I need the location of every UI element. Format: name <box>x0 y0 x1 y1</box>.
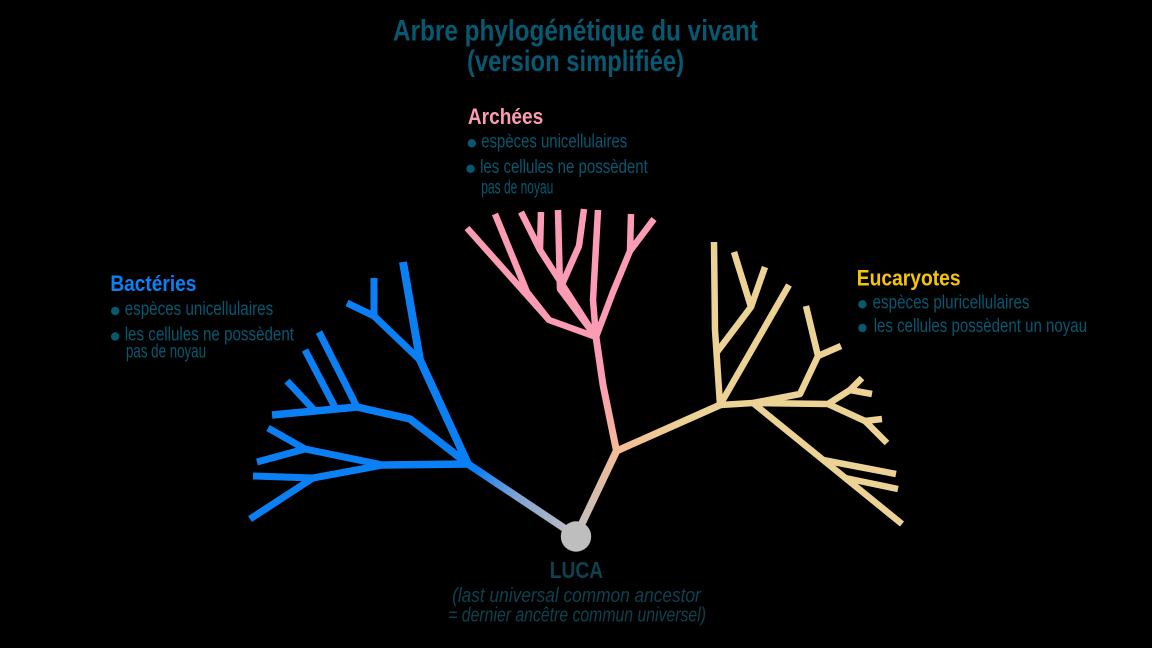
svg-text:= dernier ancêtre commun unive: = dernier ancêtre commun universel) <box>448 605 706 627</box>
svg-text:espèces pluricellulaires: espèces pluricellulaires <box>873 292 1030 313</box>
svg-text:les cellules ne possèdent: les cellules ne possèdent <box>480 157 648 178</box>
svg-text:les cellules possèdent un noya: les cellules possèdent un noyau <box>874 316 1087 337</box>
svg-text:pas de noyau: pas de noyau <box>126 341 206 362</box>
svg-text:Bactéries: Bactéries <box>110 271 196 296</box>
svg-text:les cellules ne possèdent: les cellules ne possèdent <box>125 325 295 346</box>
svg-text:Archées: Archées <box>468 104 543 129</box>
svg-text:pas de noyau: pas de noyau <box>481 178 553 199</box>
svg-text:(last universal common ancesto: (last universal common ancestor <box>452 585 702 607</box>
svg-text:espèces unicellulaires: espèces unicellulaires <box>125 299 274 320</box>
svg-text:Eucaryotes: Eucaryotes <box>857 266 961 291</box>
svg-text:LUCA: LUCA <box>550 557 603 583</box>
svg-text:(version simplifiée): (version simplifiée) <box>467 45 684 78</box>
svg-text:espèces unicellulaires: espèces unicellulaires <box>481 131 627 152</box>
svg-text:Arbre phylogénétique du vivant: Arbre phylogénétique du vivant <box>393 15 758 48</box>
